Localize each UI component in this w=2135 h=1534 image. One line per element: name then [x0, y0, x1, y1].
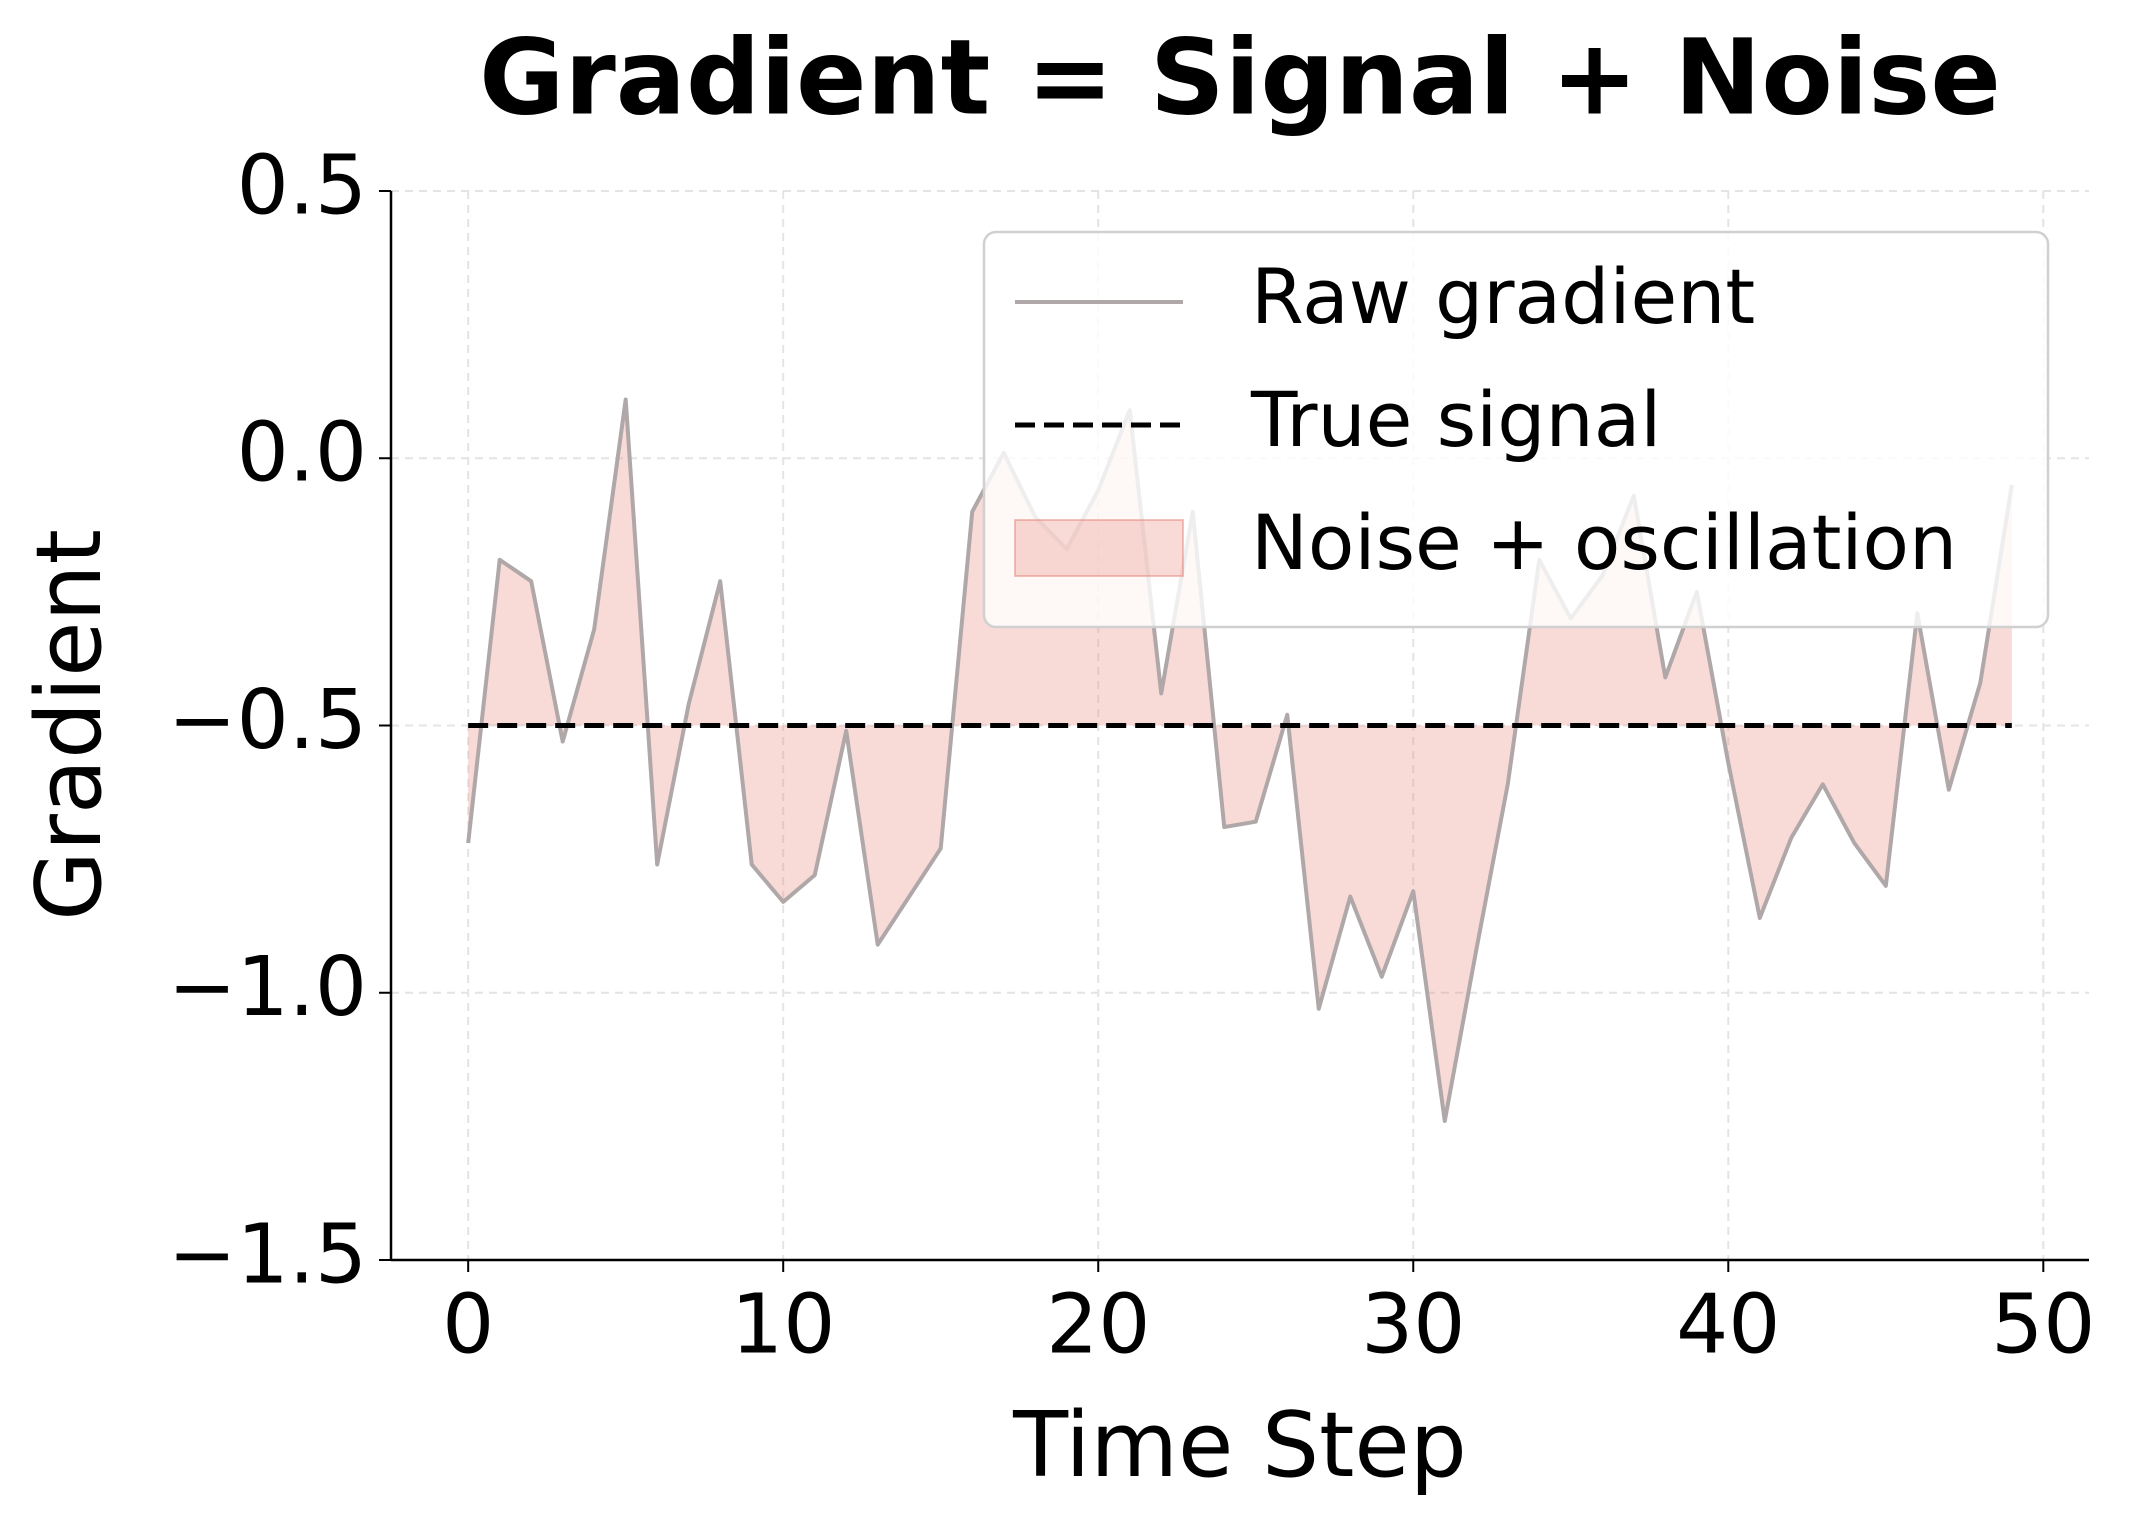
legend-label: Noise + oscillation: [1251, 498, 1957, 587]
y-tick-label: −1.5: [168, 1207, 367, 1302]
y-tick-label: 0.0: [237, 406, 367, 501]
x-axis-label: Time Step: [1012, 1393, 1467, 1498]
x-tick-label: 20: [1046, 1277, 1150, 1372]
x-tick-label: 0: [442, 1277, 494, 1372]
y-tick-label: 0.5: [237, 138, 367, 233]
chart-title: Gradient = Signal + Noise: [479, 16, 2001, 138]
x-tick-label: 30: [1361, 1277, 1465, 1372]
y-axis-label: Gradient: [17, 529, 122, 921]
legend-label: Raw gradient: [1251, 252, 1755, 341]
x-tick-label: 40: [1676, 1277, 1780, 1372]
legend-handle: [1014, 519, 1184, 577]
series-line: [466, 397, 2014, 1124]
legend-box: [982, 230, 2050, 629]
legend-label: True signal: [1250, 375, 1661, 464]
y-tick-label: −1.0: [168, 940, 367, 1035]
x-tick-label: 10: [731, 1277, 835, 1372]
x-tick-label: 50: [1991, 1277, 2095, 1372]
y-tick-label: −0.5: [168, 673, 367, 768]
